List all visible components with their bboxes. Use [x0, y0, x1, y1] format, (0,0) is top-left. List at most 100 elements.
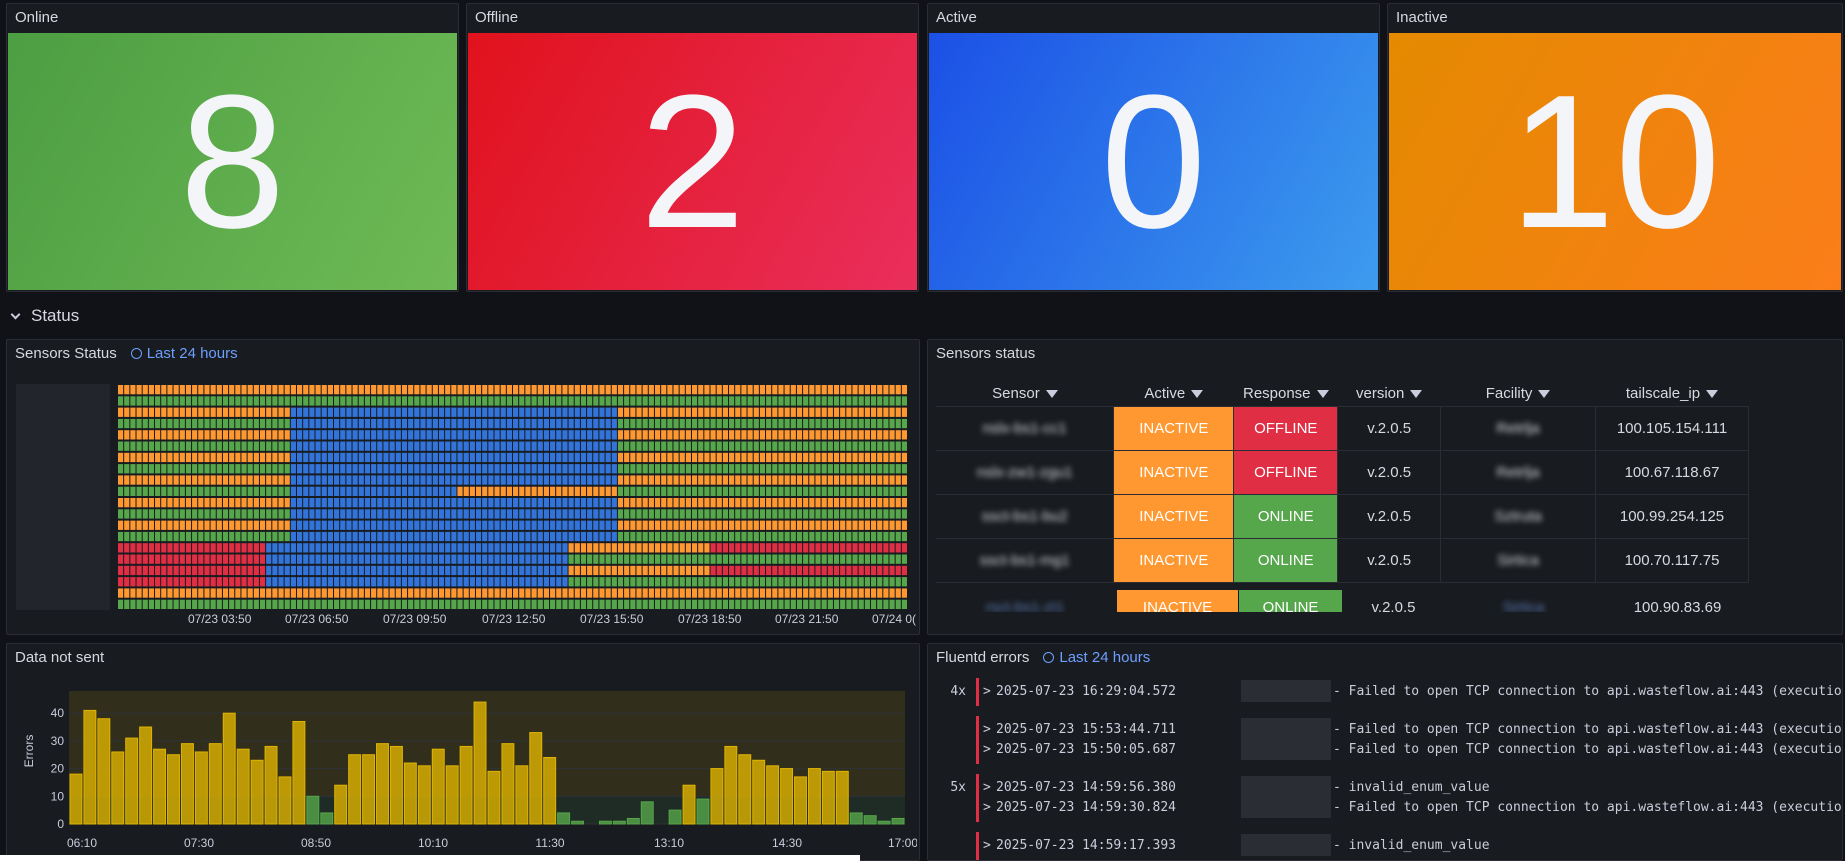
timeline-cell [710, 407, 716, 417]
timeline-cell [568, 385, 574, 395]
log-line[interactable]: 5x >2025-07-23 14:59:56.380- invalid_enum… [928, 774, 1842, 802]
sensors-status-timeline-panel[interactable]: Sensors Status Last 24 hours 07/23 03:50 0… [6, 339, 920, 635]
time-range-chip[interactable]: Last 24 hours [130, 345, 238, 362]
timeline-cell [636, 486, 642, 496]
timeline-cell [253, 520, 259, 530]
timeline-cell [494, 543, 500, 553]
filter-icon[interactable] [1316, 390, 1329, 399]
table-row[interactable]: ssct-bs1-bu2 INACTIVE ONLINE v.2.0.5 Szt… [936, 494, 1749, 539]
timeline-cell [118, 452, 124, 463]
table-row[interactable]: nslx-bs1-cc1 INACTIVE OFFLINE v.2.0.5 Re… [936, 406, 1749, 451]
stat-panel-online[interactable]: Online 8 [6, 3, 459, 292]
timeline-cell [648, 475, 654, 485]
timeline-cell [259, 418, 266, 429]
timeline-cell [556, 452, 562, 463]
filter-icon[interactable] [1538, 390, 1551, 399]
stat-panel-inactive[interactable]: Inactive 10 [1387, 3, 1843, 292]
chevron-right-icon[interactable]: > [983, 800, 991, 815]
chevron-right-icon[interactable]: > [983, 742, 991, 757]
chevron-right-icon[interactable]: > [983, 684, 991, 699]
timeline-cell [698, 543, 704, 553]
timeline-cell [580, 430, 587, 440]
timeline-cell [605, 565, 611, 576]
filter-icon[interactable] [1410, 390, 1423, 399]
timeline-cell [809, 599, 815, 609]
timeline-cell [580, 531, 587, 542]
timeline-cell [722, 407, 729, 417]
row-header-status[interactable]: Status [10, 306, 79, 326]
timeline-cell [142, 498, 148, 508]
timeline-cell [278, 486, 284, 496]
timeline-cell [833, 407, 840, 417]
timeline-cell [229, 531, 235, 542]
timeline-cell [192, 407, 198, 417]
timeline-cell [432, 407, 438, 417]
table-row[interactable]: nslx-zw1-zgu1 INACTIVE OFFLINE v.2.0.5 R… [936, 450, 1749, 495]
column-header-version[interactable]: version [1337, 382, 1441, 407]
fluentd-errors-panel[interactable]: Fluentd errors Last 24 hours 4x >2025-07-2… [927, 643, 1843, 861]
timeline-cell [266, 430, 272, 440]
timeline-cell [710, 554, 716, 564]
timeline-cell [661, 599, 667, 609]
timeline-cell [673, 430, 679, 440]
column-header-sensor[interactable]: Sensor [936, 382, 1114, 407]
timeline-cell [531, 565, 537, 576]
timeline-cell [901, 554, 907, 564]
stat-panel-offline[interactable]: Offline 2 [466, 3, 919, 292]
log-line[interactable]: >2025-07-23 14:59:30.824- Failed to open… [928, 794, 1842, 822]
filter-icon[interactable] [1706, 390, 1719, 399]
timeline-cell [198, 475, 204, 485]
data-not-sent-panel[interactable]: Data not sent Errors 0 10 20 30 40 06:10 07:30… [6, 643, 920, 861]
column-header-response[interactable]: Response [1233, 382, 1338, 407]
timeline-cell [833, 588, 840, 598]
filter-icon[interactable] [1045, 390, 1058, 399]
timeline-cell [889, 554, 895, 564]
timeline-cell [259, 407, 266, 417]
chevron-right-icon[interactable]: > [983, 780, 991, 795]
timeline-cell [759, 577, 766, 587]
column-header-active[interactable]: Active [1113, 382, 1234, 407]
timeline-cell [272, 486, 278, 496]
timeline-cell [340, 565, 346, 576]
timeline-cell [599, 464, 605, 474]
timeline-cell [784, 418, 790, 429]
chevron-right-icon[interactable]: > [983, 722, 991, 737]
timeline-cell [580, 418, 587, 429]
filter-icon[interactable] [1191, 390, 1204, 399]
timeline-cell [846, 599, 852, 609]
timeline-cell [438, 599, 445, 609]
timeline-cell [587, 599, 593, 609]
timeline-cell [870, 554, 877, 564]
timeline-tick-label: 07/23 15:50 [580, 612, 644, 626]
table-row-partial[interactable]: rsct-bs1-zt1 INACTIVE ONLINE v.2.0.5 Sir… [936, 590, 1749, 612]
log-line[interactable]: 4x >2025-07-23 16:29:04.572- Failed to op… [928, 678, 1842, 706]
log-line[interactable]: >2025-07-23 15:53:44.711- Failed to open… [928, 716, 1842, 744]
timeline-cell [833, 543, 840, 553]
chevron-right-icon[interactable]: > [983, 838, 991, 853]
stat-panel-active[interactable]: Active 0 [927, 3, 1380, 292]
timeline-cell [142, 418, 148, 429]
timeline-cell [531, 464, 537, 474]
timeline-cell [438, 452, 445, 463]
log-line[interactable]: >2025-07-23 14:59:17.393- invalid_enum_v… [928, 832, 1842, 860]
timeline-cell [506, 430, 512, 440]
timeline-cell [488, 599, 494, 609]
timeline-tick-label: 07/23 09:50 [383, 612, 447, 626]
table-row[interactable]: ssct-bs1-mg1 INACTIVE ONLINE v.2.0.5 Sir… [936, 538, 1749, 583]
timeline-cell [259, 498, 266, 508]
timeline-cell [513, 486, 519, 496]
timeline-cell [846, 475, 852, 485]
timeline-cell [371, 486, 377, 496]
time-range-chip[interactable]: Last 24 hours [1043, 649, 1150, 666]
timeline-cell [167, 464, 173, 474]
timeline-cell [833, 441, 840, 451]
column-header-tailscale-ip[interactable]: tailscale_ip [1595, 382, 1749, 407]
log-line[interactable]: >2025-07-23 15:50:05.687- Failed to open… [928, 736, 1842, 764]
timeline-cell [253, 385, 259, 395]
column-header-facility[interactable]: Facility [1440, 382, 1596, 407]
timeline-cell [315, 531, 321, 542]
timeline-cell [173, 396, 179, 406]
timeline-cell [809, 531, 815, 542]
timeline-cell [605, 464, 611, 474]
timeline-cell [414, 509, 420, 519]
